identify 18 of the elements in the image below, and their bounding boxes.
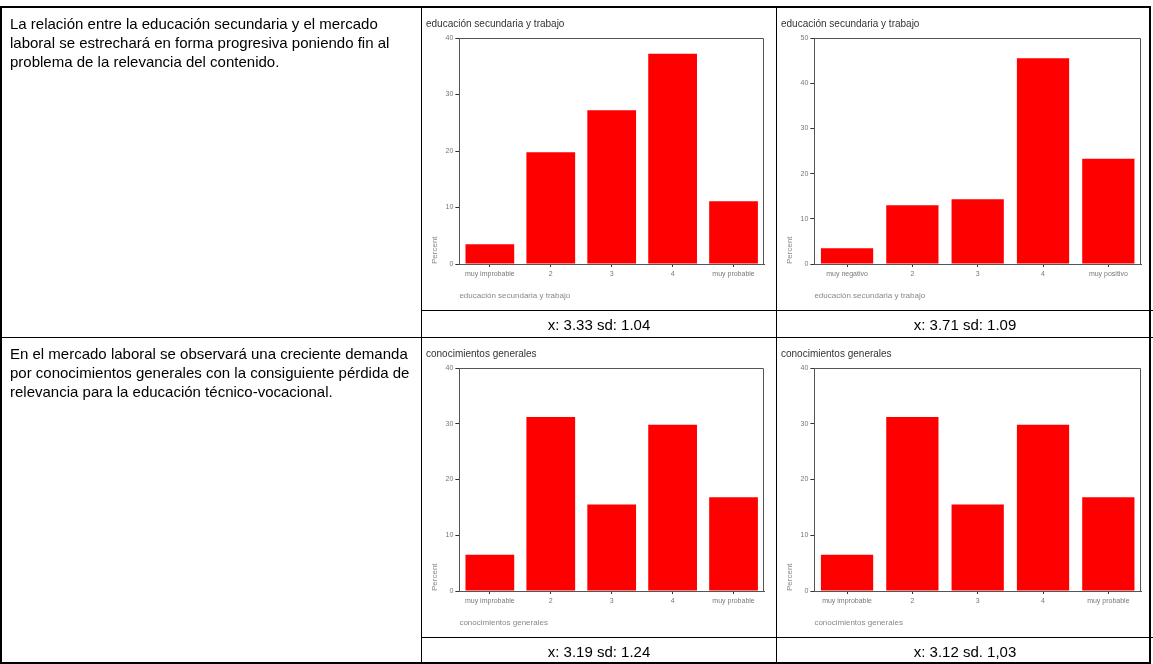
y-axis-title: Percent bbox=[430, 562, 439, 591]
y-axis-title: Percent bbox=[430, 235, 439, 264]
chart-title: educación secundaria y trabajo bbox=[426, 17, 565, 29]
chart-title: conocimientos generales bbox=[426, 347, 537, 359]
text: x: 3.19 sd: 1.24 bbox=[546, 643, 652, 660]
y-axis-title: Percent bbox=[785, 562, 794, 591]
x-axis-title: educación secundaria y trabajo bbox=[814, 291, 926, 301]
text: La relación entre la educación secundaria y el mercado laboral se estrechará en forma progresiva poniendo fin al problema de la relevancia del contenido. bbox=[9, 14, 391, 72]
x-axis-title: conocimientos generales bbox=[814, 618, 903, 628]
chart-title: educación secundaria y trabajo bbox=[781, 17, 920, 29]
chart-title: conocimientos generales bbox=[781, 347, 892, 359]
x-axis-title: educación secundaria y trabajo bbox=[459, 291, 571, 301]
text: x: 3.33 sd: 1.04 bbox=[546, 316, 652, 333]
text: x: 3.71 sd: 1.09 bbox=[912, 316, 1018, 333]
x-axis-title: conocimientos generales bbox=[459, 618, 548, 628]
text: x: 3.12 sd. 1,03 bbox=[912, 643, 1018, 660]
text: En el mercado laboral se observará una creciente demanda por conocimientos generales con la consiguiente pérdida de relevancia para la educación técnico-vocacional. bbox=[9, 344, 411, 402]
y-axis-title: Percent bbox=[785, 235, 794, 264]
